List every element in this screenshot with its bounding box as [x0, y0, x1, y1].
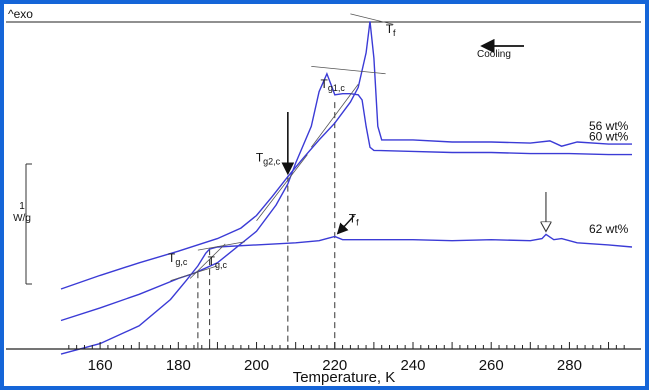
transition-label: Tg2,c — [256, 151, 281, 167]
scale-bar-unit: W/g — [13, 213, 31, 224]
series-line — [60, 21, 632, 290]
tf-arrow-icon — [336, 215, 355, 235]
tangent-line — [189, 243, 226, 279]
series-line — [60, 71, 632, 322]
tangent-line — [170, 265, 218, 281]
labels: ^exo Temperature, K Cooling 1 W/g — [8, 7, 511, 386]
x-tick-label: 160 — [88, 357, 113, 374]
guides — [197, 102, 336, 349]
x-tick-label: 220 — [322, 357, 347, 374]
exo-label: ^exo — [8, 7, 33, 21]
x-tick-label: 180 — [166, 357, 191, 374]
transition-label-subscript: f — [356, 218, 359, 228]
transition-label: Tg,c — [168, 251, 188, 267]
series-label: 56 wt% — [589, 119, 629, 133]
series-line — [60, 233, 633, 355]
x-axis-label: Temperature, K — [293, 369, 396, 386]
transition-label: Tf — [349, 212, 359, 228]
transition-label: Tg1,c — [321, 77, 346, 93]
series-label: 62 wt% — [589, 222, 629, 236]
transition-label-subscript: g2,c — [263, 157, 281, 167]
tangent-line — [256, 154, 308, 221]
series-layer: 56 wt%60 wt% 62 wt% — [60, 21, 633, 355]
tangent-line — [311, 66, 386, 75]
x-axis: 160 180 200 220 240 260 280 — [6, 342, 641, 374]
series-label: 60 wt% — [589, 130, 629, 144]
x-tick-label: 260 — [479, 357, 504, 374]
x-tick-label: 240 — [400, 357, 425, 374]
tangent-line — [197, 241, 245, 251]
tangent-line — [310, 84, 359, 148]
tangent-line — [350, 13, 394, 25]
x-tick-label: 200 — [244, 357, 269, 374]
x-tick-label: 280 — [557, 357, 582, 374]
transition-label-subscript: g1,c — [328, 83, 346, 93]
dsc-chart: 56 wt%60 wt%62 wt% Tg1,cTg2,cTg,cTg,cTfT… — [6, 7, 641, 386]
transition-label-subscript: g,c — [175, 257, 188, 267]
scale-bar-value: 1 — [19, 201, 25, 212]
transition-label: Tf — [386, 22, 396, 38]
transition-label-subscript: f — [393, 28, 396, 38]
transition-label-subscript: g,c — [215, 260, 228, 270]
cooling-label: Cooling — [477, 49, 511, 60]
plot-lines — [6, 21, 641, 285]
